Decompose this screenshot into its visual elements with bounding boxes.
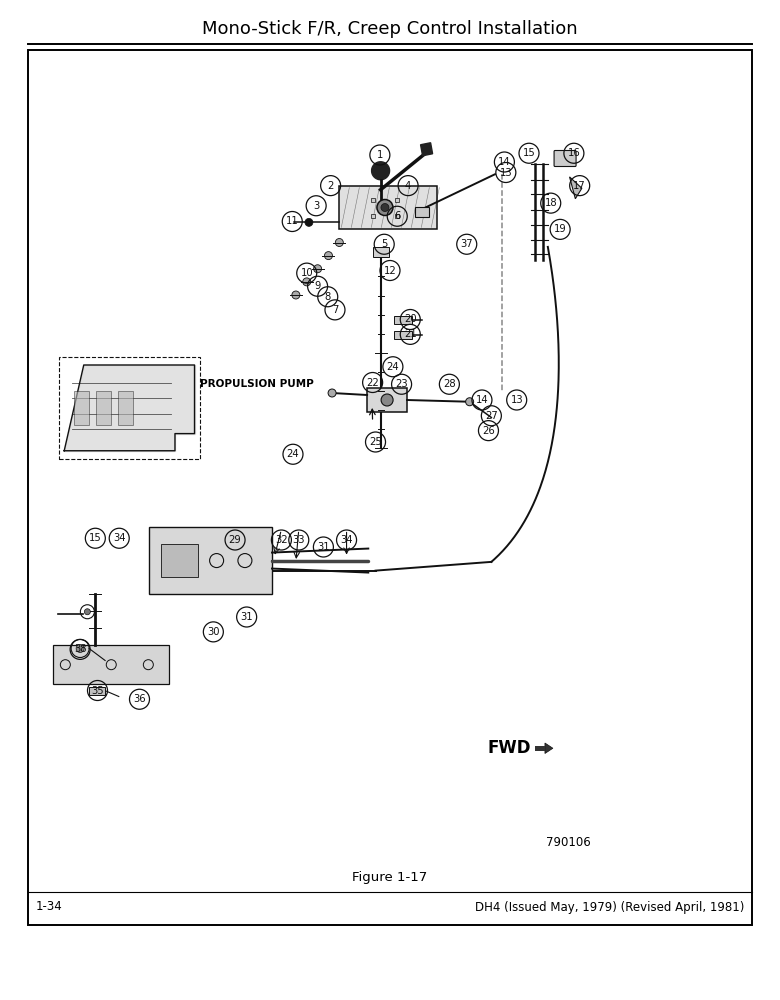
Text: 29: 29 xyxy=(229,535,242,545)
Text: Figure 1-17: Figure 1-17 xyxy=(353,871,427,884)
Text: 7: 7 xyxy=(332,305,339,315)
Text: DH4 (Issued May, 1979) (Revised April, 1981): DH4 (Issued May, 1979) (Revised April, 1… xyxy=(474,900,744,914)
Polygon shape xyxy=(569,177,582,199)
FancyBboxPatch shape xyxy=(554,150,576,166)
Circle shape xyxy=(305,218,313,226)
Text: 15: 15 xyxy=(89,533,101,543)
Bar xyxy=(96,391,112,425)
Text: 20: 20 xyxy=(404,314,417,324)
Circle shape xyxy=(324,252,332,260)
Text: 32: 32 xyxy=(275,535,288,545)
Text: 28: 28 xyxy=(443,379,456,389)
Text: FWD: FWD xyxy=(488,739,531,757)
Text: 21: 21 xyxy=(404,329,417,339)
Text: 1: 1 xyxy=(377,150,383,160)
Circle shape xyxy=(466,398,473,406)
Bar xyxy=(89,686,105,694)
Circle shape xyxy=(84,609,90,615)
Text: 35: 35 xyxy=(91,686,104,696)
Text: 13: 13 xyxy=(499,167,512,178)
Text: 11: 11 xyxy=(286,217,299,227)
Text: Mono-Stick F/R, Creep Control Installation: Mono-Stick F/R, Creep Control Installati… xyxy=(202,20,578,38)
Bar xyxy=(53,645,169,684)
Circle shape xyxy=(76,645,84,652)
Bar xyxy=(535,746,545,751)
Bar xyxy=(395,198,399,202)
Bar xyxy=(28,50,752,925)
Text: 2: 2 xyxy=(328,181,334,191)
Text: 12: 12 xyxy=(384,265,396,275)
Text: 27: 27 xyxy=(485,411,498,421)
Text: 31: 31 xyxy=(240,612,253,622)
Text: 9: 9 xyxy=(314,281,321,291)
Bar xyxy=(395,316,413,324)
Circle shape xyxy=(335,238,343,246)
Circle shape xyxy=(381,394,393,406)
Text: 790106: 790106 xyxy=(546,836,590,848)
Text: 26: 26 xyxy=(482,426,495,436)
Bar xyxy=(119,391,133,425)
Polygon shape xyxy=(545,743,553,754)
Text: 10: 10 xyxy=(300,268,313,278)
Text: 13: 13 xyxy=(510,395,523,405)
Text: 6: 6 xyxy=(394,211,400,221)
Bar xyxy=(339,186,437,229)
Text: 15: 15 xyxy=(523,148,535,158)
Text: 36: 36 xyxy=(133,694,146,704)
Bar xyxy=(161,544,198,577)
Text: 25: 25 xyxy=(369,437,382,447)
Text: 24: 24 xyxy=(287,449,300,459)
Bar xyxy=(149,527,272,594)
Circle shape xyxy=(303,278,310,286)
Text: 37: 37 xyxy=(460,239,473,249)
Bar xyxy=(373,247,388,257)
Text: 16: 16 xyxy=(568,148,580,158)
Text: 34: 34 xyxy=(340,535,353,545)
Text: 33: 33 xyxy=(292,535,305,545)
Text: 22: 22 xyxy=(367,377,379,387)
Text: 30: 30 xyxy=(207,627,220,637)
Text: 4: 4 xyxy=(405,181,411,191)
Bar xyxy=(367,388,407,412)
Text: 3: 3 xyxy=(313,201,319,211)
Text: 31: 31 xyxy=(317,542,330,552)
Bar xyxy=(415,207,429,217)
Text: PROPULSION PUMP: PROPULSION PUMP xyxy=(200,379,314,389)
Polygon shape xyxy=(371,162,389,180)
Text: 14: 14 xyxy=(476,395,488,405)
Text: 34: 34 xyxy=(113,533,126,543)
Text: 14: 14 xyxy=(498,157,511,167)
Bar xyxy=(74,391,89,425)
Text: 1-34: 1-34 xyxy=(36,900,62,914)
Bar xyxy=(395,331,413,339)
Bar xyxy=(395,214,399,218)
Text: 18: 18 xyxy=(544,198,557,208)
Circle shape xyxy=(381,204,389,212)
Polygon shape xyxy=(64,365,194,451)
Circle shape xyxy=(292,291,300,299)
Text: 17: 17 xyxy=(573,181,586,191)
Bar xyxy=(371,198,375,202)
Text: 23: 23 xyxy=(395,379,408,389)
Text: 5: 5 xyxy=(381,239,388,249)
Bar xyxy=(371,214,375,218)
Circle shape xyxy=(314,265,321,273)
Text: 24: 24 xyxy=(387,362,399,372)
Polygon shape xyxy=(420,143,433,156)
Circle shape xyxy=(328,389,336,397)
Text: 8: 8 xyxy=(324,292,331,302)
Circle shape xyxy=(377,200,393,216)
Text: 38: 38 xyxy=(74,644,87,654)
Text: 19: 19 xyxy=(554,224,566,234)
Bar xyxy=(59,357,200,459)
